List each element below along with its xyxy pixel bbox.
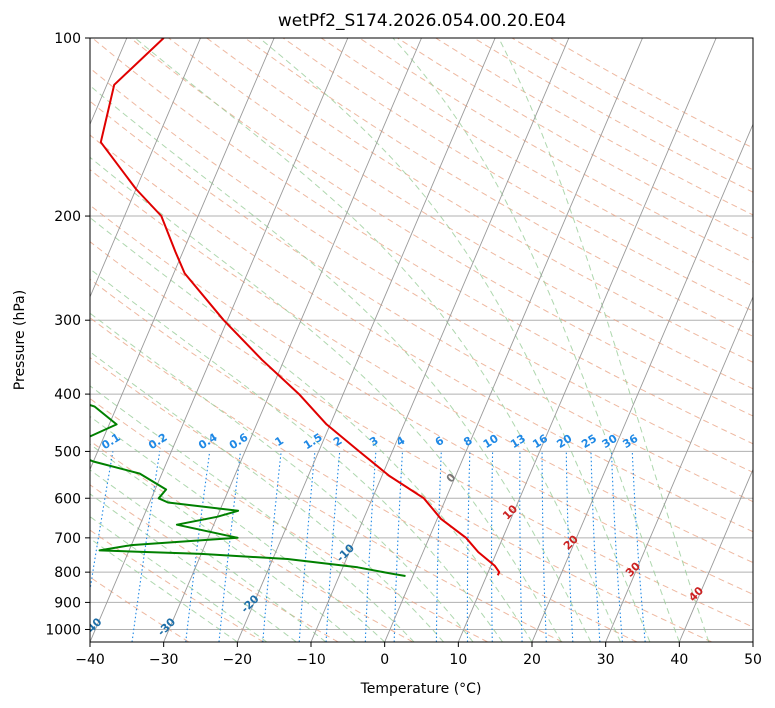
- moist-adiabat: [259, 38, 651, 642]
- moist-adiabat: [392, 38, 680, 642]
- moist-adiabat: [498, 38, 710, 642]
- mixing-ratio-line: [262, 451, 282, 642]
- mixing-ratio-line: [218, 451, 242, 642]
- moist-adiabat: [90, 385, 415, 642]
- dry-adiabat: [90, 484, 339, 642]
- dry-adiabat: [90, 241, 753, 628]
- dry-adiabat: [130, 38, 753, 417]
- y-tick-label: 700: [54, 531, 81, 547]
- x-tick-label: 0: [380, 652, 389, 668]
- x-axis-ticks: −40 −30 −20 −10 0 10 20 30 40 50: [75, 642, 762, 668]
- y-axis-ticks: 100 200 300 400 500 600 700 800 900 1000: [45, 31, 90, 638]
- dry-adiabat: [90, 134, 753, 533]
- x-tick-label: −40: [75, 652, 105, 668]
- dewpoint-profile: [90, 404, 406, 577]
- dry-adiabat: [90, 317, 638, 642]
- moist-adiabat: [90, 443, 356, 642]
- dry-adiabat: [90, 529, 264, 642]
- x-tick-label: 10: [449, 652, 467, 668]
- moist-adiabat: [90, 268, 503, 642]
- y-tick-label: 1000: [45, 622, 81, 638]
- moist-adiabat: [90, 85, 592, 642]
- x-tick-label: −30: [149, 652, 179, 668]
- mixing-ratio-line: [185, 451, 211, 642]
- y-tick-label: 200: [54, 209, 81, 225]
- x-tick-label: 30: [597, 652, 615, 668]
- temperature-profile: [99, 38, 501, 576]
- x-tick-label: 40: [670, 652, 688, 668]
- dry-adiabat: [91, 38, 753, 445]
- y-tick-label: 300: [54, 313, 81, 329]
- dry-adiabat: [244, 38, 753, 337]
- sounding-profiles: [90, 38, 501, 577]
- dry-adiabat: [90, 204, 753, 595]
- pressure-gridlines: [90, 38, 753, 630]
- chart-title: wetPf2_S174.2026.054.00.20.E04: [278, 11, 566, 31]
- moist-adiabat: [90, 351, 444, 642]
- y-axis-label: Pressure (hPa): [12, 290, 28, 390]
- dry-adiabat: [282, 38, 753, 312]
- moist-adiabat: [90, 469, 327, 642]
- isotherm-line: [90, 38, 201, 299]
- isotherm-line: [90, 38, 275, 471]
- moist-adiabat: [90, 493, 297, 642]
- moist-adiabat: [90, 415, 386, 642]
- mixing-ratio-line: [90, 451, 114, 594]
- dry-adiabat: [90, 357, 563, 642]
- isotherm-line: [90, 38, 349, 642]
- moist-adiabat: [90, 216, 533, 642]
- x-tick-label: 50: [744, 652, 762, 668]
- isotherm-line: [384, 38, 643, 642]
- dry-adiabat: [90, 100, 753, 503]
- x-tick-label: −20: [223, 652, 253, 668]
- y-tick-label: 400: [54, 387, 81, 403]
- moist-adiabats: [90, 38, 710, 642]
- moist-adiabat: [90, 312, 474, 642]
- isotherm-line: [310, 38, 570, 642]
- plot-frame: [89, 37, 754, 643]
- y-tick-label: 600: [54, 491, 81, 507]
- isotherm-line: [236, 38, 496, 642]
- isotherm-line: [678, 468, 753, 642]
- y-tick-label: 500: [54, 444, 81, 460]
- y-tick-label: 900: [54, 595, 81, 611]
- x-axis-label: Temperature (°C): [360, 681, 482, 697]
- isotherm-line: [163, 38, 422, 642]
- y-tick-label: 100: [54, 31, 81, 47]
- moist-adiabat: [134, 38, 621, 642]
- isotherm-line: [457, 38, 717, 642]
- x-tick-label: 20: [523, 652, 541, 668]
- isotherm-line: [605, 295, 753, 642]
- y-tick-label: 800: [54, 565, 81, 581]
- isotherm-lines: [90, 38, 753, 642]
- x-tick-label: −10: [296, 652, 326, 668]
- moist-adiabat: [90, 156, 562, 642]
- isotherm-line: [531, 123, 753, 642]
